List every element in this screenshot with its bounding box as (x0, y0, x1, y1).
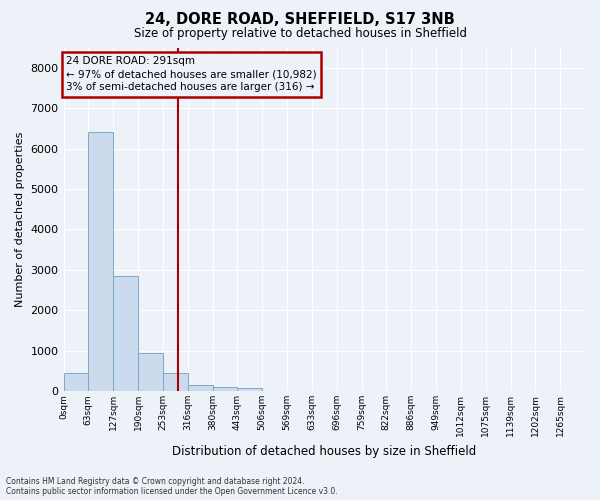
Bar (64, 373, 88, 392)
Bar (113, 276, 138, 392)
Text: Size of property relative to detached houses in Sheffield: Size of property relative to detached ho… (133, 28, 467, 40)
Text: Contains HM Land Registry data © Crown copyright and database right 2024.: Contains HM Land Registry data © Crown c… (6, 477, 305, 486)
Text: 24 DORE ROAD: 291sqm
← 97% of detached houses are smaller (10,982)
3% of semi-de: 24 DORE ROAD: 291sqm ← 97% of detached h… (66, 56, 317, 92)
Bar (238, 388, 262, 392)
Bar (138, 353, 163, 392)
Y-axis label: Number of detached properties: Number of detached properties (15, 132, 25, 307)
Bar (188, 385, 212, 392)
Text: 24, DORE ROAD, SHEFFIELD, S17 3NB: 24, DORE ROAD, SHEFFIELD, S17 3NB (145, 12, 455, 28)
Bar (163, 373, 188, 392)
Bar (88, 132, 113, 392)
Bar (212, 387, 238, 392)
X-axis label: Distribution of detached houses by size in Sheffield: Distribution of detached houses by size … (172, 444, 476, 458)
Text: Contains public sector information licensed under the Open Government Licence v3: Contains public sector information licen… (6, 487, 338, 496)
